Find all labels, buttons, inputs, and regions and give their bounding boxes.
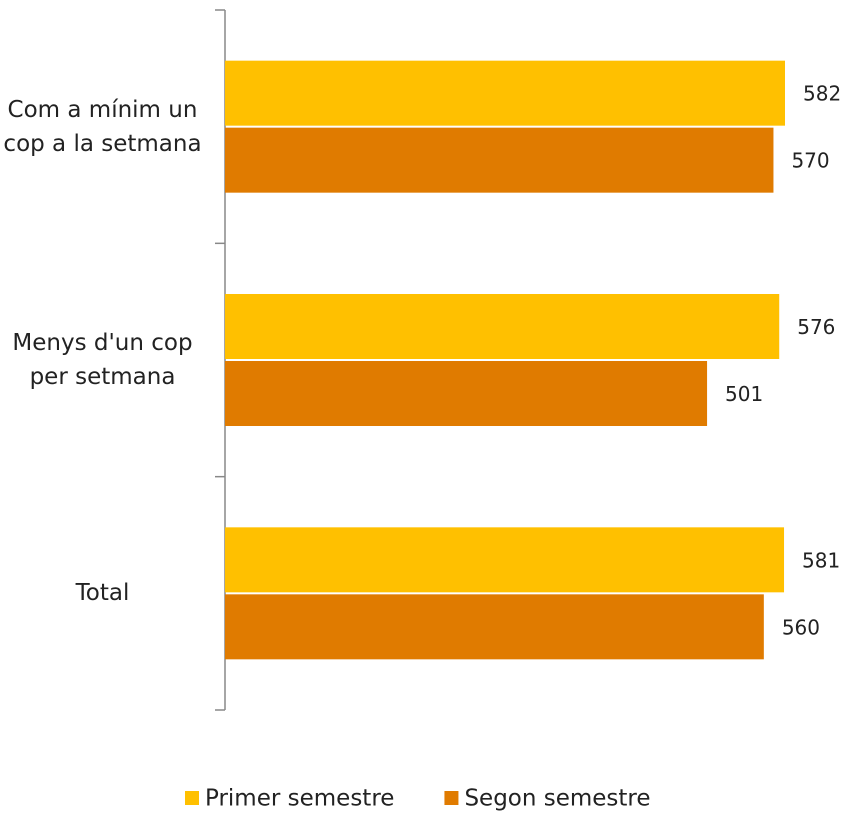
- bar: [225, 60, 785, 126]
- bar: [225, 294, 780, 359]
- bar: [225, 594, 764, 660]
- value-label: 501: [725, 382, 763, 406]
- legend-label: Primer semestre: [205, 786, 394, 812]
- value-label: 576: [797, 315, 835, 339]
- legend-label: Segon semestre: [464, 786, 650, 812]
- value-label: 582: [803, 82, 841, 106]
- category-label: Menys d'un cop per setmana: [12, 329, 193, 390]
- category-label: Total: [75, 580, 130, 607]
- bar: [225, 361, 708, 426]
- value-label: 570: [791, 149, 829, 173]
- value-label: 581: [802, 548, 840, 572]
- legend-swatch: [185, 791, 199, 805]
- bar: [225, 527, 785, 593]
- bar: [225, 127, 774, 193]
- category-label: Com a mínim un cop a la setmana: [3, 96, 202, 157]
- value-label: 560: [782, 615, 820, 639]
- legend-swatch: [444, 791, 459, 805]
